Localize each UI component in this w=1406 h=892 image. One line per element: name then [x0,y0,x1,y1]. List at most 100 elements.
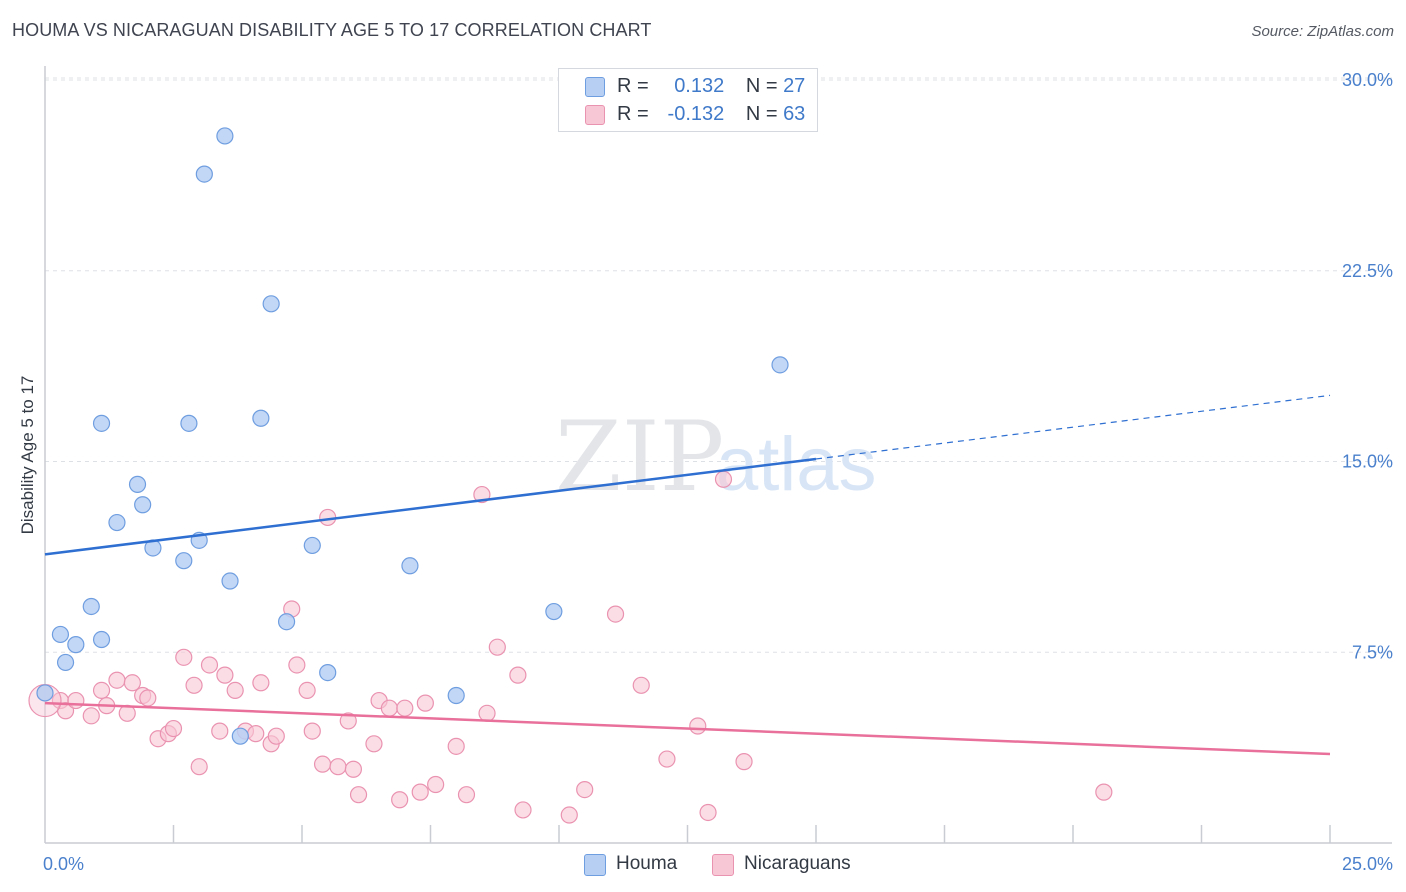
nicaraguans-point [247,725,265,743]
nicaraguans-legend-label: Nicaraguans [744,853,851,874]
y-tick-label: 30.0% [1342,70,1393,90]
y-tick-label: 7.5% [1352,642,1393,662]
nicaraguans-point [1095,783,1113,801]
houma-point [195,165,213,183]
source-label: Source: ZipAtlas.com [1251,23,1394,40]
nicaraguans-point [349,786,368,804]
houma-point [36,684,54,702]
nicaraguans-point [226,681,244,700]
houma-point [67,636,85,654]
nicaraguans-point [175,648,193,666]
nicaraguans-point [216,666,234,684]
houma-r-value: 0.132 [674,75,725,97]
houma-point [447,686,465,705]
nicaraguans-point [447,737,465,755]
houma-point [56,653,75,672]
nicaraguans-point [365,735,383,753]
houma-point [262,295,280,313]
nicaraguans-swatch [585,105,605,125]
houma-trend-extension [815,394,1331,460]
houma-point [771,356,789,374]
houma-point [216,127,234,145]
nicaraguans-point [658,750,676,768]
houma-point [92,630,111,649]
houma-legend-label: Houma [616,853,678,874]
nicaraguans-point [427,775,445,794]
x-tick-label: 25.0% [1342,854,1393,874]
watermark: ZIP atlas [555,401,877,513]
nicaraguans-point [632,676,650,694]
nicaraguans-point [735,753,753,771]
nicaraguans-point [92,681,111,700]
houma-point [221,572,239,590]
nicaraguans-point [298,681,316,700]
houma-point [82,597,100,616]
nicaraguans-point [606,605,625,623]
nicaraguans-point [139,689,157,707]
nicaraguans-point [411,783,429,801]
axes [44,66,1392,844]
nicaraguans-point [313,755,332,773]
nicaraguans-swatch [712,854,734,876]
nicaraguans-point [185,676,203,694]
x-tick-label: 0.0% [43,854,84,874]
nicaraguans-point [303,722,321,740]
houma-point [252,409,270,427]
data-points [28,127,1113,824]
nicaraguans-point [190,758,208,776]
nicaraguans-trend-line [44,701,1331,756]
nicaraguans-point [488,638,506,656]
houma-trend-line [44,457,817,556]
trend-lines [44,394,1331,756]
nicaraguans-point [108,671,126,689]
chart-title: HOUMA VS NICARAGUAN DISABILITY AGE 5 TO … [12,20,652,40]
houma-point [545,602,563,621]
houma-point [401,557,419,575]
nicaraguans-point [252,674,270,692]
houma-swatch [584,854,606,876]
houma-point [134,496,152,514]
nicaraguans-point [699,803,717,822]
nicaraguans-point [416,694,434,712]
legend-r-label: R = [617,75,649,97]
nicaraguans-point [457,786,476,804]
nicaraguans-point [339,712,357,730]
y-tick-label: 22.5% [1342,261,1393,281]
nicaraguans-point [396,699,414,717]
nicaraguans-point [380,699,398,717]
nicaraguans-point [67,691,85,710]
watermark-atlas: atlas [716,422,877,507]
nicaraguans-n-value: 63 [783,103,806,125]
nicaraguans-point [714,470,733,488]
nicaraguans-r-value: -0.132 [667,103,725,125]
y-tick-label: 15.0% [1342,452,1393,472]
nicaraguans-point [123,674,141,692]
houma-point [128,475,147,493]
houma-point [108,513,126,532]
nicaraguans-point [576,780,594,799]
nicaraguans-point [391,791,409,809]
nicaraguans-point [329,758,347,776]
houma-n-value: 27 [783,75,806,97]
nicaraguans-point [478,704,496,722]
nicaraguans-point [200,656,219,674]
houma-point [277,613,296,631]
nicaraguans-point [211,722,229,740]
nicaraguans-point [164,719,183,738]
houma-point [231,727,249,745]
nicaraguans-point [514,801,532,819]
nicaraguans-point [82,707,100,725]
legend-n-label: N = [745,103,778,125]
legend: R = 0.132 N = 27 R = -0.132 N = 63 [558,68,818,132]
houma-swatch [585,77,605,97]
houma-point [175,552,193,570]
legend-r-label: R = [617,103,649,125]
houma-point [303,536,321,555]
houma-point [92,414,111,432]
nicaraguans-point [509,666,527,684]
nicaraguans-point [344,760,362,778]
nicaraguans-point [689,717,707,735]
legend-n-label: N = [745,75,778,97]
nicaraguans-point [288,656,306,674]
